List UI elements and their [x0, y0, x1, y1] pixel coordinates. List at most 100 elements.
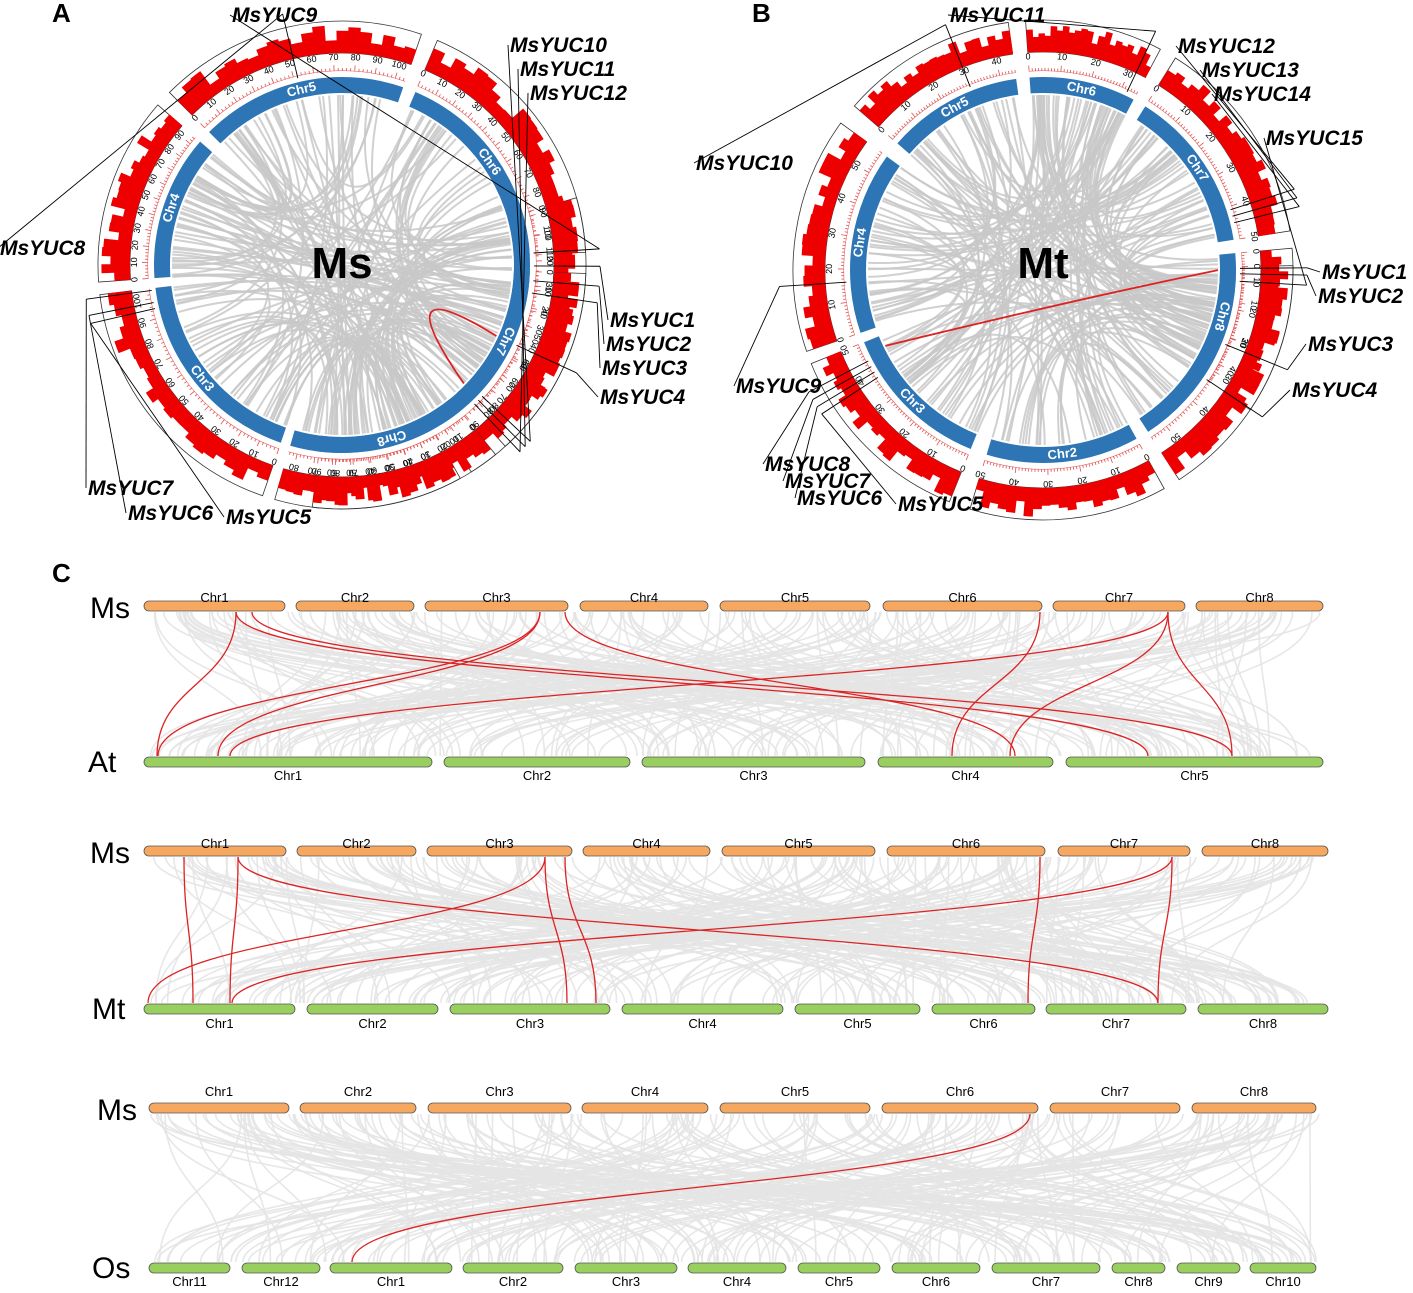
density-bar [203, 435, 225, 459]
tick-mark [530, 311, 534, 313]
gray-synteny-link [277, 611, 591, 757]
density-bar [1077, 28, 1089, 56]
density-bar [108, 222, 134, 235]
density-bar [400, 466, 412, 480]
tick-mark [848, 324, 852, 327]
tick-mark [1187, 406, 1191, 409]
gray-synteny-link [263, 1113, 735, 1263]
gray-synteny-link [1154, 1113, 1254, 1263]
gene-leader-line [1232, 197, 1298, 217]
tick-label: 40 [1008, 476, 1019, 487]
tick-mark [1238, 231, 1242, 233]
gray-synteny-link [863, 856, 908, 1004]
gene-leader-line [517, 68, 526, 447]
tick-label: 30 [1043, 479, 1053, 489]
tick-mark [986, 75, 988, 80]
gene-leader-line [1306, 267, 1321, 273]
tick-mark [153, 322, 157, 325]
tick-mark [1170, 114, 1173, 118]
tick-mark [878, 386, 882, 389]
tick-mark [1174, 418, 1177, 422]
density-bar [515, 128, 544, 153]
gray-synteny-link [609, 611, 1159, 757]
density-bar [822, 358, 848, 377]
bottom-chromosome-bar [1176, 1262, 1241, 1274]
tick-mark [185, 139, 191, 145]
tick-label: 0 [270, 456, 278, 467]
gray-link [202, 100, 309, 205]
gray-link [908, 98, 1080, 384]
tick-mark [1185, 128, 1188, 132]
red-synteny-link [1009, 611, 1169, 757]
gray-synteny-link [620, 856, 1277, 1004]
tick-mark [925, 104, 929, 108]
tick-mark [164, 349, 168, 352]
tick-mark [1218, 363, 1224, 368]
gene-leader-line [1239, 280, 1307, 286]
density-bar [1057, 486, 1068, 509]
tick-mark [383, 454, 385, 458]
tick-label: 20 [539, 305, 551, 317]
tick-label: 0 [129, 277, 139, 283]
bottom-chromosome-label: Chr10 [1265, 1274, 1300, 1289]
density-bar [971, 37, 986, 62]
chromosome-label: Chr2 [1047, 444, 1078, 462]
gene-label-msyuc12: MsYUC12 [1178, 35, 1275, 58]
tick-label: 10 [543, 286, 554, 297]
tick-mark [488, 391, 492, 395]
density-bar [1049, 26, 1058, 53]
density-bar [1255, 311, 1275, 323]
gray-synteny-link [244, 1113, 327, 1263]
density-bar [385, 470, 399, 496]
density-bar [547, 310, 575, 326]
tick-mark [1237, 309, 1244, 312]
tick-label: 60 [327, 468, 337, 478]
tick-mark [161, 186, 165, 189]
gray-link [900, 167, 1203, 229]
tick-mark [523, 194, 530, 198]
tick-mark [260, 85, 263, 89]
tick-mark [1201, 389, 1205, 392]
tick-mark [176, 370, 180, 374]
tick-mark [1230, 201, 1234, 204]
density-bar [840, 150, 857, 166]
gray-link [181, 207, 512, 271]
tick-mark [944, 93, 948, 97]
gray-link [868, 280, 1153, 408]
gray-link [184, 200, 488, 355]
gray-synteny-link [709, 1113, 1022, 1263]
top-chromosome-bar [719, 600, 871, 612]
tick-mark [849, 211, 853, 214]
gene-leader-line [596, 302, 601, 369]
gray-synteny-link [794, 856, 838, 1004]
synteny-track-ms-at: Chr1 Chr2 Chr3 Chr4 Chr5 Chr6 Chr7 Chr8 Chr1 Chr2… [88, 590, 1324, 783]
tick-mark [1214, 166, 1218, 170]
top-chromosome-label: Chr8 [1240, 1084, 1268, 1099]
density-bar [1244, 177, 1271, 196]
tick-mark [149, 220, 154, 222]
tick-mark [390, 74, 393, 78]
tick-mark [1164, 110, 1168, 114]
tick-mark [276, 448, 280, 455]
tick-mark [974, 79, 976, 83]
gene-label-msyuc12: MsYUC12 [530, 82, 627, 105]
density-bar [143, 362, 159, 378]
tick-mark [308, 70, 310, 74]
tick-label: 0 [419, 68, 428, 79]
density-bar [906, 449, 927, 474]
tick-mark [1227, 342, 1232, 345]
tick-mark [879, 150, 883, 154]
tick-mark [492, 140, 496, 144]
gene-label-msyuc5: MsYUC5 [898, 493, 984, 516]
gene-label-msyuc3: MsYUC3 [602, 357, 688, 380]
tick-mark [915, 112, 919, 116]
density-bar [505, 394, 532, 419]
density-bar [1055, 30, 1064, 53]
tick-mark [857, 189, 861, 192]
tick-mark [376, 455, 378, 459]
gene-label-msyuc7: MsYUC7 [88, 477, 175, 500]
tick-mark [470, 117, 474, 121]
tick-mark [891, 401, 894, 404]
tick-label: 30 [131, 222, 143, 234]
density-bar [845, 393, 869, 413]
